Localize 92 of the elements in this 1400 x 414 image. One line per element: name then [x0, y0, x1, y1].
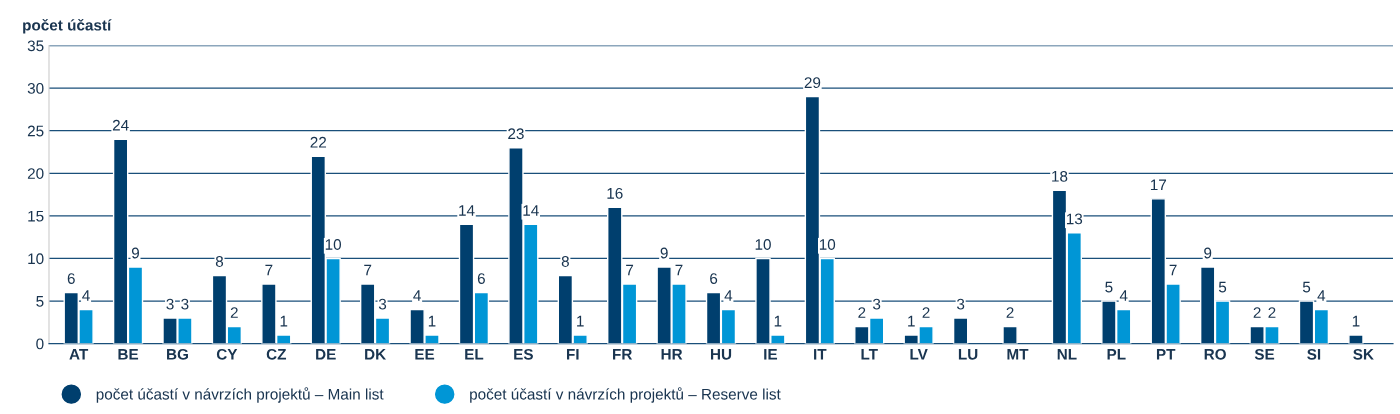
data-label: 2	[922, 307, 930, 318]
data-label: 2	[1268, 307, 1276, 318]
x-tick-label: HU	[710, 349, 732, 360]
y-tick-label: 35	[27, 40, 44, 52]
data-label: 3	[166, 298, 174, 310]
y-tick-label: 0	[36, 338, 44, 350]
data-label: 7	[626, 264, 634, 276]
data-label: 16	[607, 187, 623, 199]
data-label: 7	[364, 264, 372, 276]
data-label: 3	[181, 298, 189, 310]
data-label: 24	[112, 119, 129, 131]
data-label: 10	[819, 239, 836, 250]
data-label: 9	[131, 247, 139, 259]
legend-label: počet účastí v návrzích projektů – Main list	[96, 387, 384, 403]
bar	[1348, 334, 1364, 344]
y-tick-label: 10	[28, 253, 44, 265]
x-tick-label: SI	[1307, 348, 1321, 360]
x-tick-label: PT	[1156, 349, 1176, 360]
data-label: 1	[428, 315, 436, 327]
bar	[952, 317, 969, 344]
data-label: 6	[477, 273, 485, 284]
y-tick-label: 5	[36, 296, 44, 307]
data-label: 5	[1218, 281, 1227, 293]
x-tick-label: FI	[567, 349, 579, 360]
data-label: 3	[378, 298, 387, 310]
data-label: 1	[280, 315, 288, 327]
y-tick-label: 25	[27, 125, 44, 137]
data-label: 6	[67, 273, 75, 284]
x-tick-label: SK	[1353, 348, 1374, 360]
bar	[1002, 325, 1018, 344]
data-label: 29	[804, 77, 821, 89]
data-label: 2	[1006, 307, 1014, 318]
data-label: 4	[1119, 290, 1128, 301]
data-label: 4	[1317, 290, 1326, 301]
data-label: 4	[82, 290, 90, 301]
data-label: 14	[523, 205, 539, 216]
data-label: 3	[872, 298, 881, 310]
x-tick-label: NL	[1057, 349, 1077, 360]
data-label: 5	[1105, 281, 1113, 293]
data-label: 2	[858, 307, 866, 318]
x-tick-label: IT	[814, 349, 827, 360]
x-tick-label: AT	[69, 349, 89, 360]
data-label: 10	[325, 239, 342, 250]
x-tick-label: DK	[365, 349, 387, 360]
y-axis-title: počet účastí	[23, 19, 112, 34]
x-tick-label: EL	[465, 349, 484, 360]
data-label: 9	[1204, 247, 1212, 259]
data-label: 7	[265, 264, 273, 276]
x-tick-label: PL	[1107, 349, 1126, 360]
x-tick-label: BE	[118, 349, 139, 360]
x-tick-label: LT	[861, 349, 878, 360]
data-label: 22	[310, 136, 327, 148]
x-tick-label: CZ	[266, 348, 287, 360]
data-label: 1	[908, 315, 915, 327]
x-tick-label: MT	[1007, 349, 1029, 360]
data-label: 14	[459, 205, 475, 216]
data-label: 17	[1150, 179, 1167, 191]
data-label: 6	[710, 273, 718, 284]
data-label: 1	[1352, 315, 1360, 327]
x-tick-label: BG	[167, 348, 188, 360]
y-tick-label: 15	[28, 210, 44, 222]
x-tick-label: DE	[316, 349, 336, 360]
x-tick-label: IE	[764, 349, 778, 360]
data-label: 4	[413, 290, 421, 301]
x-tick-label: LV	[910, 349, 928, 360]
x-tick-label: FR	[613, 349, 633, 360]
legend-label: počet účastí v návrzích projektů – Reserve list	[470, 387, 781, 403]
data-label: 18	[1052, 170, 1068, 182]
data-label: 2	[230, 307, 238, 318]
x-tick-label: CY	[216, 348, 238, 360]
data-label: 8	[215, 256, 224, 267]
x-tick-label: HR	[661, 349, 683, 360]
x-tick-label: ES	[514, 348, 533, 360]
data-label: 3	[956, 298, 965, 310]
y-tick-label: 30	[27, 82, 44, 94]
y-tick-label: 20	[27, 168, 44, 179]
data-label: 23	[508, 128, 524, 140]
x-tick-label: LU	[958, 349, 978, 360]
data-label: 10	[755, 239, 771, 250]
data-label: 7	[675, 264, 683, 276]
data-label: 1	[774, 315, 782, 327]
data-label: 8	[561, 256, 569, 267]
x-tick-label: SE	[1254, 348, 1275, 360]
x-tick-label: EE	[415, 349, 435, 360]
data-label: 7	[1169, 264, 1177, 276]
x-tick-label: RO	[1204, 348, 1226, 360]
data-label: 1	[577, 315, 584, 327]
data-label: 2	[1253, 307, 1261, 318]
data-label: 5	[1302, 281, 1311, 293]
data-label: 9	[660, 247, 668, 259]
data-label: 4	[724, 290, 733, 301]
data-label: 13	[1066, 213, 1083, 225]
